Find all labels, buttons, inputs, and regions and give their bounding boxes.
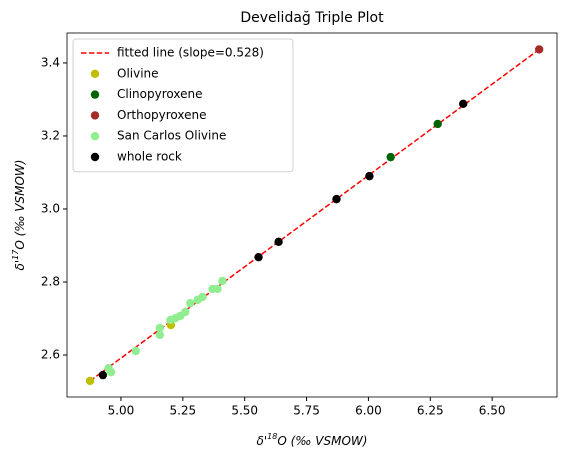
point [534,45,544,54]
point [186,298,195,308]
x-tick-label: 5.00 [108,404,135,418]
point [155,330,165,340]
legend-label: Olivine [117,66,159,80]
legend-label: Clinopyroxene [117,87,202,101]
legend-label: whole rock [117,150,182,164]
legend-marker [90,69,100,79]
legend-label: fitted line (slope=0.528) [117,46,264,60]
legend-marker [90,152,100,162]
legend-marker [90,111,100,120]
point [433,119,442,129]
point [213,284,222,294]
y-tick-label: 2.8 [41,274,60,288]
x-tick-label: 5.75 [293,404,320,418]
point [332,194,341,204]
point [131,346,140,356]
point [85,376,95,386]
fitted-line [89,48,540,382]
y-label-suffix: O (‰ VSMOW) [13,160,27,250]
point [365,171,374,181]
x-label-sup: 18 [267,432,277,441]
x-tick-label: 6.50 [479,404,506,418]
point [198,292,207,302]
legend-label: Orthopyroxene [117,108,207,122]
y-label-prefix: δ' [13,260,27,271]
y-tick-label: 3.2 [41,128,60,142]
chart-title: Develidağ Triple Plot [240,10,384,26]
y-axis-label: δ'17O (‰ VSMOW) [11,160,27,271]
point [459,99,468,109]
x-label-prefix: δ' [257,434,268,448]
point [274,237,283,247]
y-tick-label: 3.4 [41,55,60,69]
plot-area [85,45,544,386]
point [98,370,108,380]
x-tick-label: 6.00 [355,404,382,418]
point [254,252,263,262]
x-tick-label: 6.25 [417,404,444,418]
plot-frame [66,32,558,398]
legend-box [72,38,294,173]
legend-label: San Carlos Olivine [117,129,226,143]
x-tick-label: 5.25 [169,404,196,418]
y-tick-label: 3.0 [41,201,60,215]
x-axis-label: δ'18O (‰ VSMOW) [257,432,368,448]
y-label-sup: 17 [11,249,20,260]
point [386,152,395,162]
point [181,307,190,317]
point [218,276,227,286]
x-tick-label: 5.50 [231,404,258,418]
y-tick-label: 2.6 [41,348,60,362]
point [106,367,116,377]
x-label-suffix: O (‰ VSMOW) [277,434,367,448]
legend-marker [90,90,100,99]
point [155,323,165,333]
legend-marker [90,132,100,141]
